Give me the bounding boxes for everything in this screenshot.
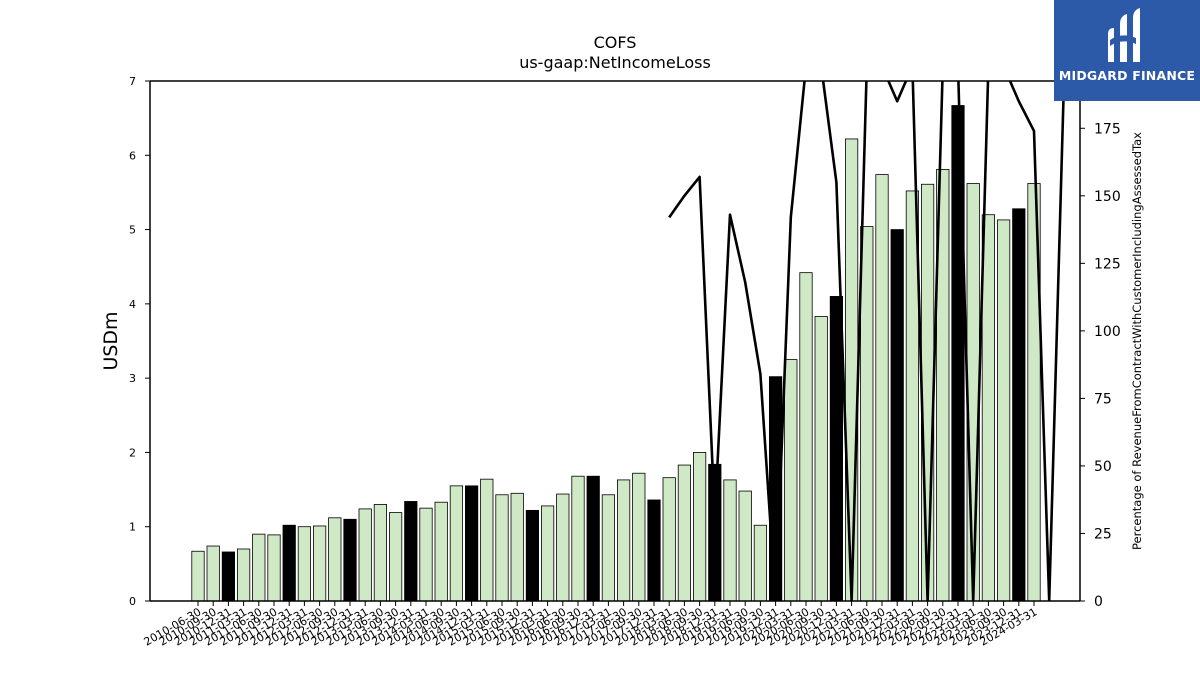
bar-2023-12-31 <box>1012 208 1026 601</box>
bar-2011-09-30 <box>267 534 281 601</box>
bar-2011-12-31 <box>282 524 296 601</box>
y-tick-label-right: 175 <box>1094 121 1121 137</box>
bar-2019-06-30 <box>738 490 752 601</box>
bar-2012-09-30 <box>328 517 342 601</box>
y-tick-label-left: 4 <box>129 298 136 311</box>
bar-2020-06-30 <box>799 272 813 601</box>
brand-logo: MIDGARD FINANCE <box>1054 0 1200 101</box>
bar-2018-06-30 <box>677 464 692 601</box>
y-tick-label-right: 0 <box>1094 594 1103 610</box>
y-tick-label-right: 100 <box>1094 324 1121 340</box>
bar-2018-12-31 <box>708 463 722 601</box>
bar-2014-06-30 <box>434 501 448 601</box>
bar-2017-09-30 <box>632 472 646 601</box>
chart-subtitle: us-gaap:NetIncomeLoss <box>519 53 711 72</box>
bar-2020-12-31 <box>829 296 844 601</box>
bar-2016-03-31 <box>541 505 555 601</box>
y-tick-label-right: 75 <box>1094 391 1112 407</box>
bar-2013-03-31 <box>358 508 372 601</box>
bar-2022-09-30 <box>936 168 950 601</box>
bar-2014-12-31 <box>464 485 479 601</box>
bar-2016-12-31 <box>586 475 600 601</box>
bar-2012-06-30 <box>312 525 327 601</box>
bar-2022-06-30 <box>921 183 935 601</box>
bar-2023-03-31 <box>966 183 980 601</box>
y-tick-label-left: 6 <box>129 149 136 162</box>
bar-2023-06-30 <box>981 214 996 601</box>
bar-2011-06-30 <box>252 533 266 601</box>
bar-2014-09-30 <box>449 485 464 601</box>
y-tick-label-right: 50 <box>1094 459 1112 475</box>
bar-2010-12-31 <box>221 551 235 601</box>
bar-2015-12-31 <box>525 509 540 601</box>
bar-2020-09-30 <box>814 316 828 601</box>
ratio-line <box>668 81 1066 601</box>
bar-2017-12-31 <box>647 499 661 601</box>
bar-2015-09-30 <box>510 492 524 601</box>
y-tick-label-right: 125 <box>1094 256 1121 272</box>
bar-2018-03-31 <box>662 477 676 601</box>
bar-2017-06-30 <box>617 479 631 601</box>
y-tick-label-left: 0 <box>129 595 136 608</box>
bar-2016-09-30 <box>571 475 585 601</box>
bar-2013-06-30 <box>373 504 388 601</box>
ratio-line-group <box>668 81 1066 601</box>
bar-2020-03-31 <box>784 359 798 601</box>
bar-2019-03-31 <box>723 479 737 601</box>
y-tick-label-right: 150 <box>1094 189 1121 205</box>
y-tick-label-left: 3 <box>129 372 136 385</box>
y-tick-label-left: 7 <box>129 75 136 88</box>
bar-2015-03-31 <box>480 478 494 601</box>
axes-group: 0123456702550751001251501752010-06-30201… <box>129 75 1121 649</box>
bar-2014-03-31 <box>419 507 433 601</box>
bar-2022-03-31 <box>905 190 920 601</box>
bar-2021-03-31 <box>845 138 859 601</box>
bar-2013-12-31 <box>404 501 418 601</box>
bar-2012-12-31 <box>343 518 357 601</box>
bar-2023-09-30 <box>997 219 1011 601</box>
bar-2018-09-30 <box>693 452 707 601</box>
bar-2017-03-31 <box>601 494 616 601</box>
logo-text: MIDGARD FINANCE <box>1058 68 1196 83</box>
y-axis-label-left: USDm <box>100 311 122 370</box>
bar-2012-03-31 <box>297 526 312 601</box>
bar-2010-09-30 <box>206 545 220 601</box>
bar-2021-12-31 <box>890 229 904 601</box>
bar-2015-06-30 <box>495 494 509 601</box>
y-tick-label-left: 2 <box>129 446 136 459</box>
y-axis-label-right: Percentage of RevenueFromContractWithCus… <box>1130 132 1144 550</box>
bar-2021-09-30 <box>875 174 889 601</box>
chart-title: COFS <box>593 33 637 52</box>
y-tick-label-left: 5 <box>129 224 136 237</box>
y-tick-label-right: 25 <box>1094 526 1112 542</box>
bar-2011-03-31 <box>236 548 251 601</box>
bar-2010-06-30 <box>191 550 205 601</box>
bar-2013-09-30 <box>388 512 403 601</box>
logo-mark-icon <box>1108 8 1140 62</box>
bars-group <box>191 105 1041 601</box>
bar-2021-06-30 <box>860 226 874 601</box>
y-tick-label-left: 1 <box>129 521 136 534</box>
bar-2019-09-30 <box>753 524 768 601</box>
bar-2016-06-30 <box>556 493 570 601</box>
